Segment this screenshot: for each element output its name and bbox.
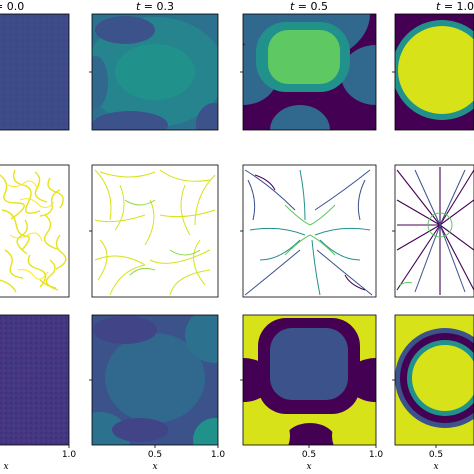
col-title-3: t = 0.5 [290, 0, 328, 13]
panel-r3-c1 [0, 315, 69, 445]
panel-r2-c4 [395, 165, 474, 297]
panel-r1-c2 [92, 14, 218, 130]
xtick-c2-1.0: 1.0 [211, 450, 226, 460]
col-title-3-value: = 0.5 [294, 0, 328, 13]
xlabel-c4: x [433, 462, 438, 472]
col-title-2-t: t [136, 0, 141, 13]
xlabel-c1: x [3, 462, 8, 472]
panel-r2-c1-frame [0, 164, 70, 298]
panel-r3-c4 [395, 315, 474, 445]
panel-r2-c3 [243, 165, 376, 297]
panel-r1-c1-frame [0, 13, 70, 131]
xtick-c3-1.0: 1.0 [369, 450, 384, 460]
col-title-1: = 0.0 [0, 0, 24, 13]
panel-r1-c4 [395, 14, 474, 130]
col-title-2: t = 0.3 [136, 0, 174, 13]
panel-r1-c3 [243, 14, 376, 130]
panel-r3-c1-frame [0, 314, 70, 446]
col-title-4-t: t [436, 0, 441, 13]
panel-r2-c1 [0, 165, 69, 297]
xlabel-c2: x [152, 462, 157, 472]
xlabel-c3: x [306, 462, 311, 472]
col-title-3-t: t [290, 0, 295, 13]
panel-r3-c2 [92, 315, 218, 445]
col-title-2-value: = 0.3 [140, 0, 174, 13]
xtick-c3-0.5: 0.5 [302, 450, 316, 460]
xtick-c1-1.0: 1.0 [62, 450, 77, 460]
panel-r2-c2 [92, 165, 218, 297]
panel-r1-c1 [0, 14, 69, 130]
xtick-c4-0.5: 0.5 [429, 450, 443, 460]
panel-r3-c3 [243, 315, 376, 445]
xtick-c2-0.5: 0.5 [148, 450, 162, 460]
col-title-4: t = 1.0 [436, 0, 474, 13]
col-title-4-value: = 1.0 [440, 0, 474, 13]
